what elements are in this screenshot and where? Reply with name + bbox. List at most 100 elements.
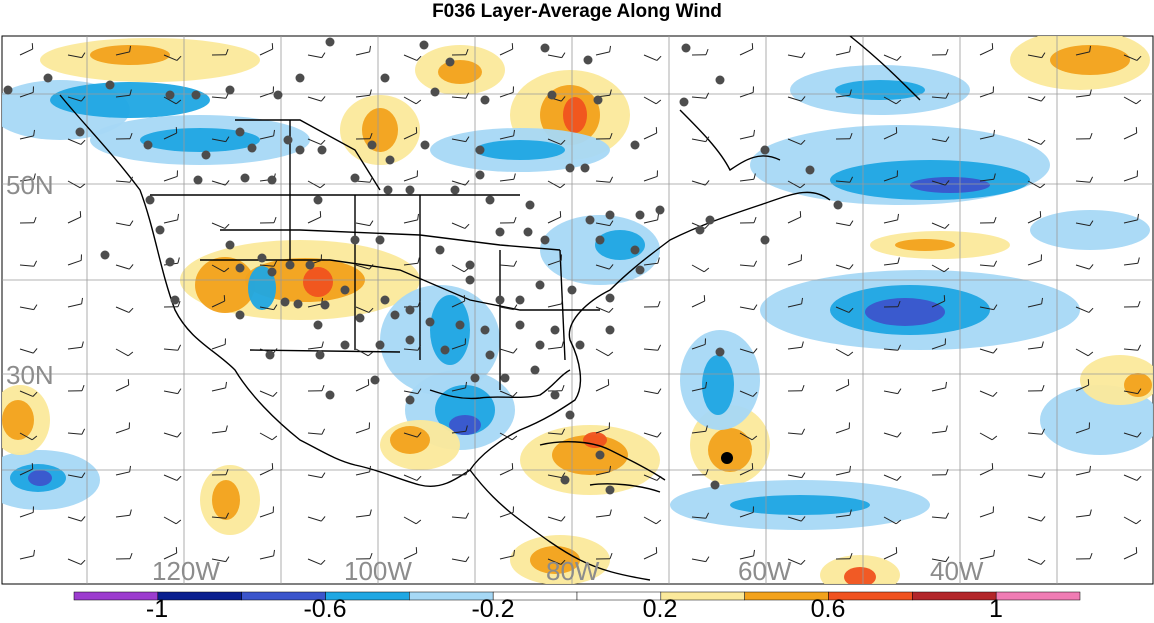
station-dot	[524, 228, 533, 237]
station-dot	[446, 58, 455, 67]
station-dot	[76, 128, 85, 137]
station-dot	[761, 146, 770, 155]
station-dot-large	[721, 452, 733, 464]
lon-label-60w: 60W	[738, 558, 791, 584]
station-dot	[551, 391, 560, 400]
contour-region	[303, 267, 333, 297]
lon-label-80w: 80W	[546, 558, 599, 584]
lon-label-40w: 40W	[930, 558, 983, 584]
colorbar-tick-label: 0.2	[643, 596, 678, 622]
station-dot	[318, 146, 327, 155]
station-dot	[294, 300, 303, 309]
contour-region	[430, 295, 470, 365]
station-dot	[636, 266, 645, 275]
contour-region	[895, 239, 955, 251]
station-dot	[481, 96, 490, 105]
station-dot	[326, 38, 335, 47]
station-dot	[381, 296, 390, 305]
station-dot	[166, 258, 175, 267]
station-dot	[606, 294, 615, 303]
map-title: F036 Layer-Average Along Wind	[0, 0, 1154, 26]
station-dot	[306, 261, 315, 270]
station-dot	[541, 236, 550, 245]
station-dot	[420, 41, 429, 50]
station-dot	[466, 261, 475, 270]
contour-region	[2, 400, 34, 440]
contour-region	[910, 177, 990, 193]
station-dot	[171, 296, 180, 305]
contour-region	[730, 495, 870, 515]
station-dot	[236, 128, 245, 137]
station-dot	[516, 296, 525, 305]
station-dot	[594, 96, 603, 105]
station-dot	[682, 44, 691, 53]
station-dot	[761, 236, 770, 245]
station-dot	[384, 186, 393, 195]
colorbar-cell	[912, 592, 996, 600]
station-dot	[806, 166, 815, 175]
station-dot	[166, 91, 175, 100]
contour-region	[1030, 210, 1150, 250]
colorbar-tick-label: 1	[989, 596, 1003, 622]
station-dot	[44, 74, 53, 83]
colorbar-tick-label: 0.6	[811, 596, 846, 622]
lon-label-120w: 120W	[152, 558, 220, 584]
contour-region	[475, 140, 565, 160]
station-dot	[631, 246, 640, 255]
station-dot	[236, 264, 245, 273]
lat-label-50n: 50N	[6, 172, 54, 198]
contour-region	[702, 355, 734, 415]
station-dot	[284, 136, 293, 145]
contour-region	[595, 230, 645, 260]
station-dot	[536, 281, 545, 290]
station-dot	[496, 228, 505, 237]
station-dot	[381, 74, 390, 83]
colorbar	[0, 586, 1154, 622]
station-dot	[516, 321, 525, 330]
station-dot	[376, 341, 385, 350]
station-dot	[696, 226, 705, 235]
station-dot	[436, 246, 445, 255]
station-dot	[314, 321, 323, 330]
station-dot	[711, 481, 720, 490]
station-dot	[386, 156, 395, 165]
station-dot	[236, 311, 245, 320]
station-dot	[596, 236, 605, 245]
station-dot	[576, 341, 585, 350]
station-dot	[274, 91, 283, 100]
station-dot	[551, 326, 560, 335]
colorbar-tick-label: -0.2	[471, 596, 514, 622]
colorbar-tick-label: -0.6	[303, 596, 346, 622]
station-dot	[541, 44, 550, 53]
contour-region	[835, 80, 925, 100]
station-dot	[441, 346, 450, 355]
station-dot	[566, 164, 575, 173]
station-dot	[548, 91, 557, 100]
station-dot	[606, 211, 615, 220]
station-dot	[451, 186, 460, 195]
station-dot	[656, 206, 665, 215]
station-dot	[194, 176, 203, 185]
station-dot	[706, 216, 715, 225]
station-dot	[351, 236, 360, 245]
contour-region	[563, 97, 587, 133]
station-dot	[356, 314, 365, 323]
station-dot	[286, 261, 295, 270]
station-dot	[101, 251, 110, 260]
station-dot	[586, 216, 595, 225]
station-dot	[192, 91, 201, 100]
lat-label-30n: 30N	[6, 362, 54, 388]
station-dot	[476, 171, 485, 180]
station-dot	[296, 74, 305, 83]
station-dot	[368, 141, 377, 150]
contour-region	[390, 426, 430, 454]
station-dot	[486, 351, 495, 360]
station-dot	[456, 321, 465, 330]
station-dot	[471, 374, 480, 383]
station-dot	[581, 164, 590, 173]
station-dot	[202, 151, 211, 160]
station-dot	[226, 241, 235, 250]
station-dot	[636, 211, 645, 220]
contour-region	[362, 108, 398, 152]
station-dot	[476, 146, 485, 155]
